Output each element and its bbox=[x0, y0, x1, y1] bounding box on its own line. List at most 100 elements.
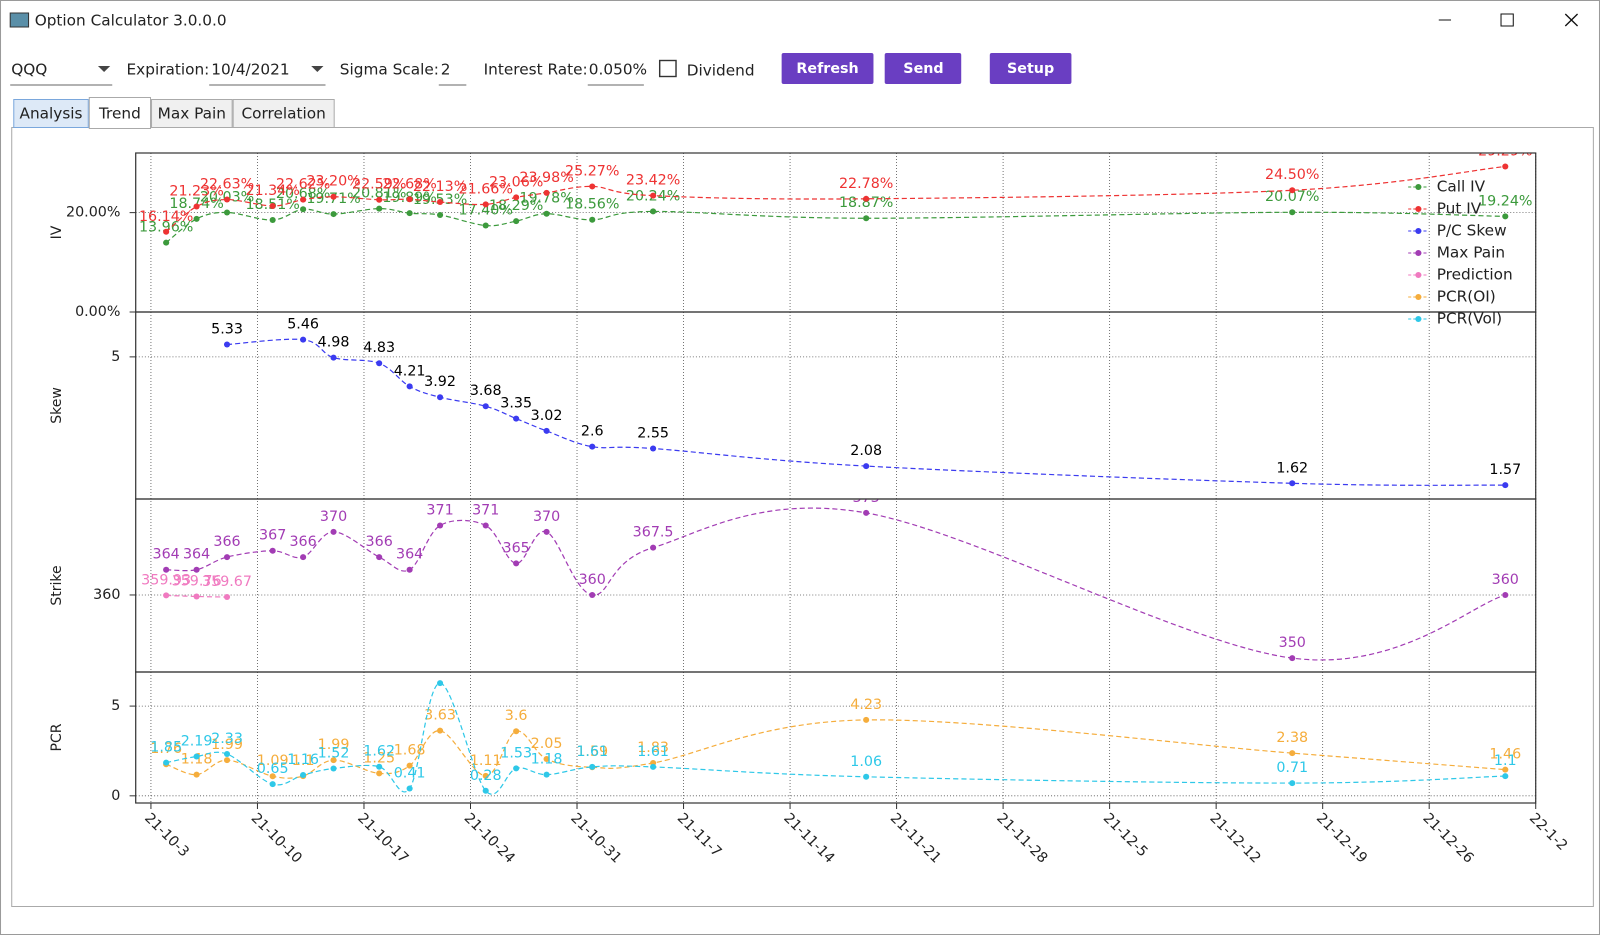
data-point bbox=[650, 445, 657, 452]
data-point bbox=[223, 757, 231, 764]
send-button[interactable]: Send bbox=[884, 53, 962, 84]
panel-plot: 13.96%18.74%20.03%18.51%20.68%19.71%20.8… bbox=[139, 153, 1532, 246]
sigma-value: 2 bbox=[441, 61, 451, 79]
tab-face bbox=[13, 99, 89, 128]
tab-label: Max Pain bbox=[158, 105, 226, 123]
value-label: 1.1 bbox=[1494, 753, 1517, 769]
maximize-button[interactable] bbox=[1500, 13, 1514, 27]
data-point bbox=[1289, 209, 1296, 216]
value-label: 1.61 bbox=[576, 744, 608, 760]
data-point bbox=[223, 751, 231, 758]
data-point bbox=[163, 566, 170, 573]
data-point bbox=[269, 217, 276, 224]
dividend-checkbox[interactable]: Dividend bbox=[658, 59, 755, 80]
y-axis-label: Skew bbox=[49, 387, 65, 424]
y-axis-label: PCR bbox=[49, 723, 65, 751]
expiration-picker[interactable]: 10/4/2021 bbox=[209, 61, 326, 86]
dividend-label: Dividend bbox=[687, 62, 755, 80]
data-point bbox=[1502, 773, 1509, 780]
value-label: 360 bbox=[1492, 572, 1519, 588]
value-label: 1.06 bbox=[850, 754, 882, 770]
button-face bbox=[989, 53, 1072, 84]
value-label: 1.46 bbox=[1489, 747, 1521, 763]
expiration-label: Expiration: bbox=[127, 61, 210, 79]
value-label: 3.02 bbox=[531, 408, 563, 424]
value-label: 1.61 bbox=[637, 744, 669, 760]
data-point bbox=[863, 773, 870, 780]
value-label: 20.07% bbox=[1265, 189, 1319, 205]
data-point bbox=[269, 202, 276, 209]
value-label: 1.1 bbox=[292, 753, 315, 769]
data-point bbox=[543, 210, 550, 217]
data-point bbox=[589, 591, 596, 598]
value-label: 3.92 bbox=[424, 374, 456, 390]
dropdown-arrow bbox=[311, 66, 324, 72]
legend-label: Call IV bbox=[1437, 178, 1486, 196]
data-point bbox=[376, 196, 383, 203]
series-line bbox=[166, 682, 1506, 795]
value-label: 6.28 bbox=[424, 660, 456, 676]
tab[interactable]: Max Pain bbox=[151, 99, 233, 128]
tab[interactable]: Analysis bbox=[13, 99, 89, 128]
data-point bbox=[193, 215, 200, 222]
data-point bbox=[482, 403, 489, 410]
data-point bbox=[437, 522, 444, 529]
data-point bbox=[193, 203, 200, 210]
legend-dot bbox=[1415, 272, 1422, 278]
tab[interactable]: Correlation bbox=[232, 99, 335, 128]
value-label: 367.5 bbox=[633, 525, 674, 541]
data-point bbox=[406, 785, 413, 792]
data-point bbox=[437, 727, 444, 734]
rate-input[interactable]: 0.050% bbox=[587, 61, 647, 86]
tab[interactable]: Trend bbox=[88, 97, 152, 129]
value-label: 370 bbox=[320, 509, 347, 525]
data-point bbox=[193, 566, 200, 573]
data-point bbox=[543, 771, 550, 778]
panel-plot: 1.761.181.991.09 1.11.991.251.683.631.113… bbox=[150, 660, 1521, 795]
value-label: 1.52 bbox=[318, 746, 350, 762]
value-label: 4.23 bbox=[850, 697, 882, 713]
data-point bbox=[1502, 213, 1509, 220]
button-label: Send bbox=[903, 61, 943, 77]
value-label: 16.14% bbox=[139, 209, 193, 225]
data-point bbox=[1502, 591, 1509, 598]
value-label: 1.68 bbox=[394, 743, 426, 759]
value-label: 2.6 bbox=[581, 424, 604, 440]
value-label: 22.63% bbox=[200, 177, 254, 193]
data-point bbox=[223, 341, 231, 348]
value-label: 4.83 bbox=[363, 340, 395, 356]
symbol-combobox[interactable]: QQQ bbox=[10, 61, 113, 86]
series-line bbox=[166, 594, 228, 598]
value-label: 1.25 bbox=[363, 750, 395, 766]
value-label: 17.40% bbox=[459, 203, 513, 219]
value-label: 350 bbox=[1279, 635, 1306, 651]
data-point bbox=[223, 554, 231, 561]
data-point bbox=[1502, 163, 1509, 170]
data-point bbox=[589, 443, 596, 450]
refresh-button[interactable]: Refresh bbox=[781, 53, 874, 84]
close-button[interactable] bbox=[1564, 13, 1579, 27]
value-label: 25.27% bbox=[565, 164, 619, 180]
data-point bbox=[376, 763, 383, 770]
data-point bbox=[376, 770, 383, 777]
setup-button[interactable]: Setup bbox=[989, 53, 1072, 84]
value-label: 22.68% bbox=[382, 176, 436, 192]
value-label: 22.13% bbox=[413, 179, 467, 195]
legend-dot bbox=[1415, 206, 1422, 212]
value-label: 359.76 bbox=[172, 574, 222, 590]
y-tick-label: 5 bbox=[111, 698, 120, 714]
value-label: 366 bbox=[366, 534, 393, 550]
sigma-input[interactable]: 2 bbox=[438, 61, 467, 86]
data-point bbox=[163, 239, 170, 246]
data-point bbox=[650, 192, 657, 199]
value-label: 0.41 bbox=[394, 766, 426, 782]
data-point bbox=[269, 547, 276, 554]
value-label: 1.16 bbox=[287, 752, 319, 768]
value-label: 20.81% bbox=[352, 186, 406, 202]
data-point bbox=[1289, 655, 1296, 662]
data-point bbox=[863, 463, 870, 470]
data-point bbox=[543, 189, 550, 196]
value-label: 1.85 bbox=[150, 740, 182, 756]
